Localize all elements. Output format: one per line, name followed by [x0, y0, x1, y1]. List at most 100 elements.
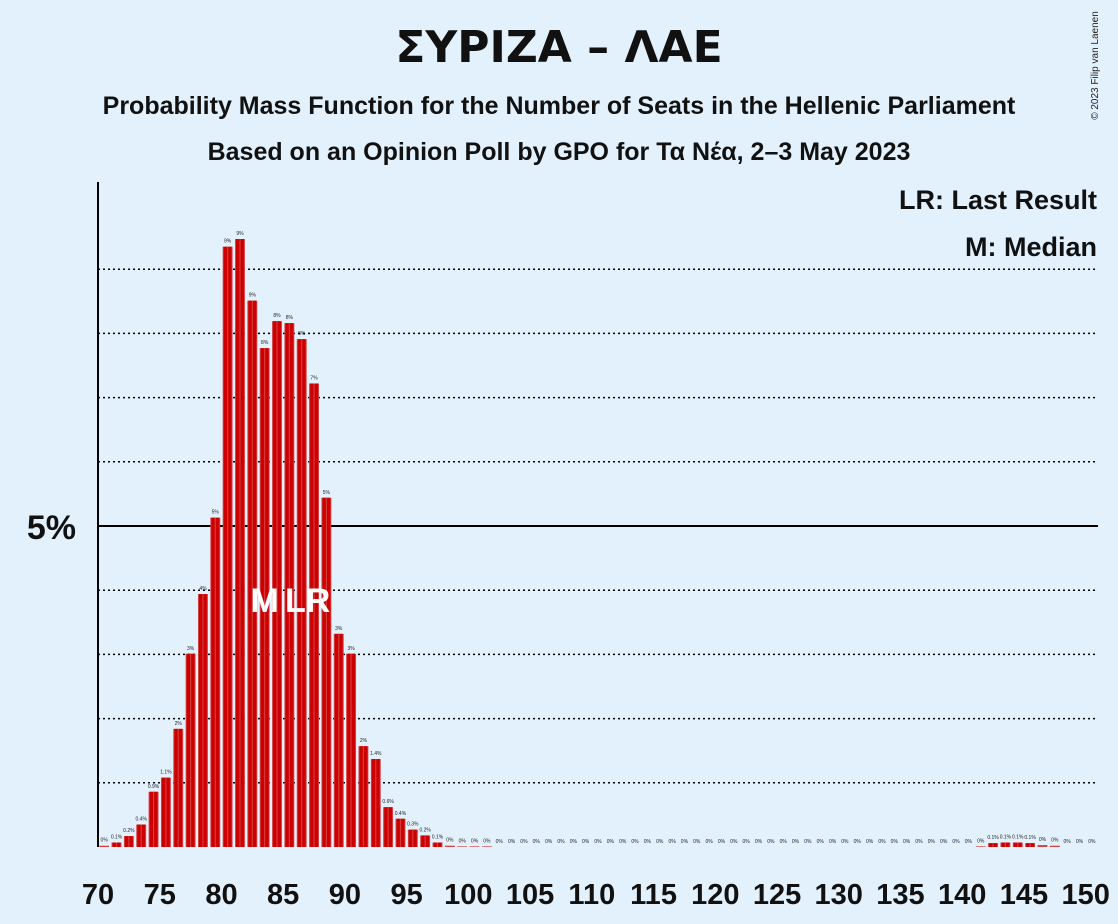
bar-label-89: 3% — [335, 626, 343, 632]
bar-rect — [444, 845, 455, 847]
x-tick-label-150: 150 — [1061, 879, 1109, 911]
bar-label-130: 0% — [841, 839, 849, 845]
bar-label-149: 0% — [1076, 839, 1084, 845]
bar-label-139: 0% — [952, 839, 960, 845]
chart-source: Based on an Opinion Poll by GPO for Τα Ν… — [207, 138, 911, 166]
bar-87 — [309, 383, 319, 847]
bar-label-125: 0% — [780, 839, 788, 845]
bar-label-77: 3% — [187, 646, 195, 652]
bar-94 — [395, 818, 406, 847]
x-tick-label-75: 75 — [144, 879, 176, 911]
bar-86 — [296, 339, 307, 847]
bar-70 — [99, 845, 110, 847]
bar-label-70: 0% — [101, 838, 109, 844]
bar-145 — [1025, 843, 1036, 847]
bar-label-96: 0.2% — [419, 827, 431, 833]
bar-rect — [1037, 845, 1048, 847]
bar-label-148: 0% — [1064, 839, 1072, 845]
bar-label-101: 0% — [483, 838, 491, 844]
chart-title: ΣΥΡΙΖΑ – ΛΑΕ — [395, 22, 723, 73]
legend: LR: Last Result M: Median — [899, 185, 1097, 262]
bar-rect — [457, 846, 468, 847]
bar-label-108: 0% — [570, 839, 578, 845]
bar-143 — [1000, 842, 1011, 847]
x-tick-label-135: 135 — [876, 879, 924, 911]
bar-97 — [432, 842, 443, 847]
bar-label-126: 0% — [792, 839, 800, 845]
bar-rect — [1049, 845, 1060, 847]
bar-label-140: 0% — [965, 839, 973, 845]
bar-label-99: 0% — [459, 838, 467, 844]
legend-entry-0: LR: Last Result — [899, 185, 1097, 215]
bars — [99, 239, 1060, 848]
bar-96 — [420, 835, 431, 847]
bar-79 — [210, 517, 221, 847]
bar-label-80: 9% — [224, 239, 232, 245]
bar-146 — [1037, 845, 1048, 847]
bar-85 — [284, 323, 295, 847]
bar-78 — [198, 594, 208, 847]
x-tick-label-105: 105 — [506, 879, 554, 911]
x-tick-label-115: 115 — [630, 879, 677, 911]
bar-label-97: 0.1% — [432, 835, 444, 841]
bar-101 — [481, 846, 492, 847]
bar-label-114: 0% — [644, 839, 652, 845]
bar-88 — [321, 497, 332, 847]
x-tick-label-125: 125 — [753, 879, 801, 911]
bar-label-121: 0% — [730, 839, 738, 845]
bar-label-113: 0% — [631, 839, 639, 845]
bar-labels: 0%0.1%0.2%0.4%0.9%1.1%2%3%4%5%9%9%9%8%8%… — [101, 231, 1096, 845]
median-marker: M — [251, 582, 279, 620]
bar-label-98: 0% — [446, 838, 454, 844]
bar-label-86: 8% — [298, 331, 306, 337]
bar-label-87: 7% — [310, 375, 318, 381]
bar-141 — [975, 846, 986, 847]
bar-75 — [160, 777, 171, 847]
bar-label-137: 0% — [928, 839, 936, 845]
legend-entry-1: M: Median — [965, 232, 1097, 262]
x-tick-label-80: 80 — [205, 879, 237, 911]
bar-label-75: 1.1% — [160, 770, 172, 776]
bar-label-83: 8% — [261, 340, 269, 346]
bar-label-84: 8% — [273, 313, 281, 319]
bar-99 — [457, 846, 468, 847]
bar-rect — [469, 846, 480, 847]
last-result-marker: LR — [285, 582, 330, 620]
chart-subtitle: Probability Mass Function for the Number… — [102, 92, 1016, 120]
bar-91 — [358, 746, 369, 847]
bar-label-144: 0.1% — [1012, 835, 1024, 841]
bar-label-91: 2% — [360, 738, 368, 744]
x-tick-label-100: 100 — [444, 879, 492, 911]
bar-98 — [444, 845, 455, 847]
bar-label-78: 4% — [199, 586, 207, 592]
bar-89 — [333, 633, 344, 847]
x-tick-label-145: 145 — [1000, 879, 1048, 911]
bar-label-93: 0.6% — [382, 799, 394, 805]
bar-label-88: 5% — [323, 490, 331, 496]
bar-label-94: 0.4% — [395, 811, 407, 817]
bar-73 — [136, 824, 147, 847]
bar-label-81: 9% — [236, 231, 244, 237]
bar-76 — [173, 728, 184, 847]
x-tick-label-120: 120 — [691, 879, 739, 911]
bar-label-145: 0.1% — [1024, 835, 1036, 841]
bar-92 — [370, 759, 381, 847]
bar-label-150: 0% — [1088, 839, 1096, 845]
bar-label-122: 0% — [743, 839, 751, 845]
bar-label-141: 0% — [977, 838, 985, 844]
bar-label-104: 0% — [520, 839, 528, 845]
bar-label-124: 0% — [767, 839, 775, 845]
bar-71 — [111, 842, 122, 847]
bar-80 — [222, 246, 233, 848]
bar-label-142: 0.1% — [987, 835, 999, 841]
bar-83 — [259, 348, 270, 847]
bar-81 — [235, 239, 245, 847]
bar-82 — [247, 300, 258, 848]
x-tick-label-90: 90 — [329, 879, 361, 911]
bar-label-115: 0% — [656, 839, 664, 845]
x-tick-label-110: 110 — [568, 879, 615, 911]
bar-label-106: 0% — [545, 839, 553, 845]
bar-93 — [383, 807, 394, 847]
bar-label-100: 0% — [471, 838, 479, 844]
